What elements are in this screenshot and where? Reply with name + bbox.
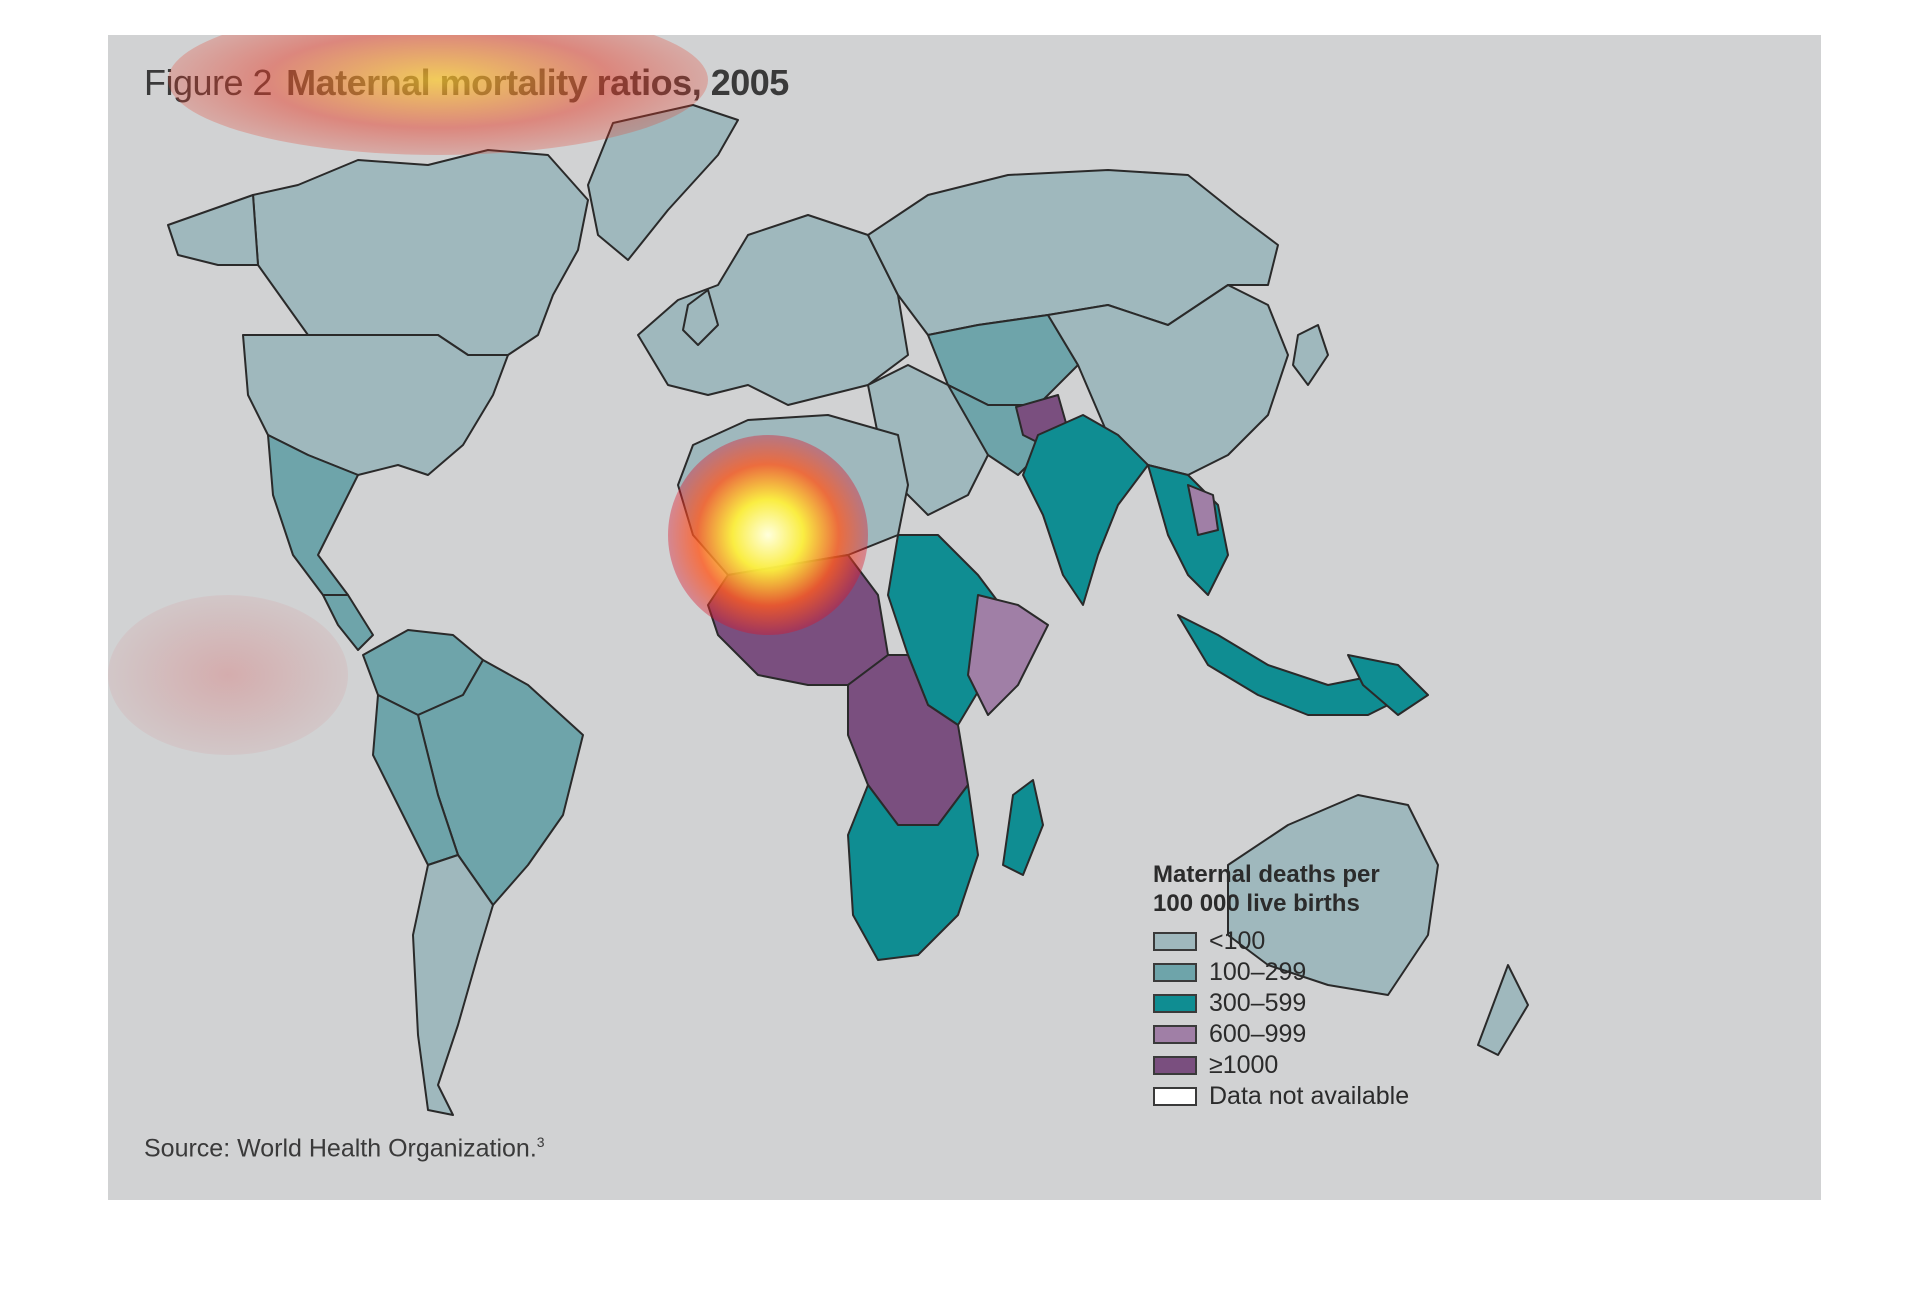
legend-swatch xyxy=(1153,963,1197,982)
region-greenland xyxy=(587,104,739,261)
region-europe xyxy=(637,214,909,406)
legend-item-300-599: 300–599 xyxy=(1153,988,1413,1019)
region-india xyxy=(1022,414,1149,606)
region-madagascar xyxy=(1002,779,1044,876)
legend-item-no-data: Data not available xyxy=(1153,1081,1413,1112)
figure-title: Figure 2 Maternal mortality ratios, 2005 xyxy=(144,62,789,104)
region-west-africa xyxy=(707,554,889,686)
region-laos-cambodia xyxy=(1187,484,1219,536)
legend-swatch xyxy=(1153,994,1197,1013)
region-australia xyxy=(1227,794,1439,996)
figure-source: Source: World Health Organization.3 xyxy=(144,1134,545,1163)
figure-label: Figure 2 xyxy=(144,62,273,103)
region-britain xyxy=(682,289,719,346)
region-canada xyxy=(252,149,589,356)
legend-swatch xyxy=(1153,1087,1197,1106)
legend-label: 600–999 xyxy=(1209,1020,1307,1048)
legend-item-lt100: <100 xyxy=(1153,926,1413,957)
legend-label: 300–599 xyxy=(1209,989,1307,1017)
legend-item-100-299: 100–299 xyxy=(1153,957,1413,988)
region-mexico xyxy=(267,434,359,596)
region-new-zealand xyxy=(1477,964,1529,1056)
legend-item-600-999: 600–999 xyxy=(1153,1019,1413,1050)
legend-label: ≥1000 xyxy=(1209,1051,1279,1079)
region-southern-cone xyxy=(412,854,494,1116)
legend-label: <100 xyxy=(1209,927,1266,955)
legend-label: Data not available xyxy=(1209,1082,1410,1110)
figure-main-title: Maternal mortality ratios, 2005 xyxy=(286,62,789,103)
legend-swatch xyxy=(1153,1025,1197,1044)
region-alaska xyxy=(167,194,259,266)
region-horn xyxy=(967,594,1049,716)
source-text: Source: World Health Organization. xyxy=(144,1134,537,1163)
legend-title: Maternal deaths per 100 000 live births xyxy=(1153,861,1380,917)
figure-panel: Figure 2 Maternal mortality ratios, 2005 … xyxy=(108,35,1821,1200)
region-png xyxy=(1347,654,1429,716)
source-reference: 3 xyxy=(536,1134,545,1150)
legend-swatch xyxy=(1153,932,1197,951)
legend-swatch xyxy=(1153,1056,1197,1075)
map-legend: Maternal deaths per 100 000 live births … xyxy=(1153,860,1413,1112)
world-map xyxy=(167,104,1529,1116)
region-central-america xyxy=(322,594,374,651)
legend-item-gte1000: ≥1000 xyxy=(1153,1050,1413,1081)
legend-label: 100–299 xyxy=(1209,958,1307,986)
region-north-africa xyxy=(677,414,909,576)
region-southern-africa xyxy=(847,784,979,961)
region-japan xyxy=(1292,324,1329,386)
